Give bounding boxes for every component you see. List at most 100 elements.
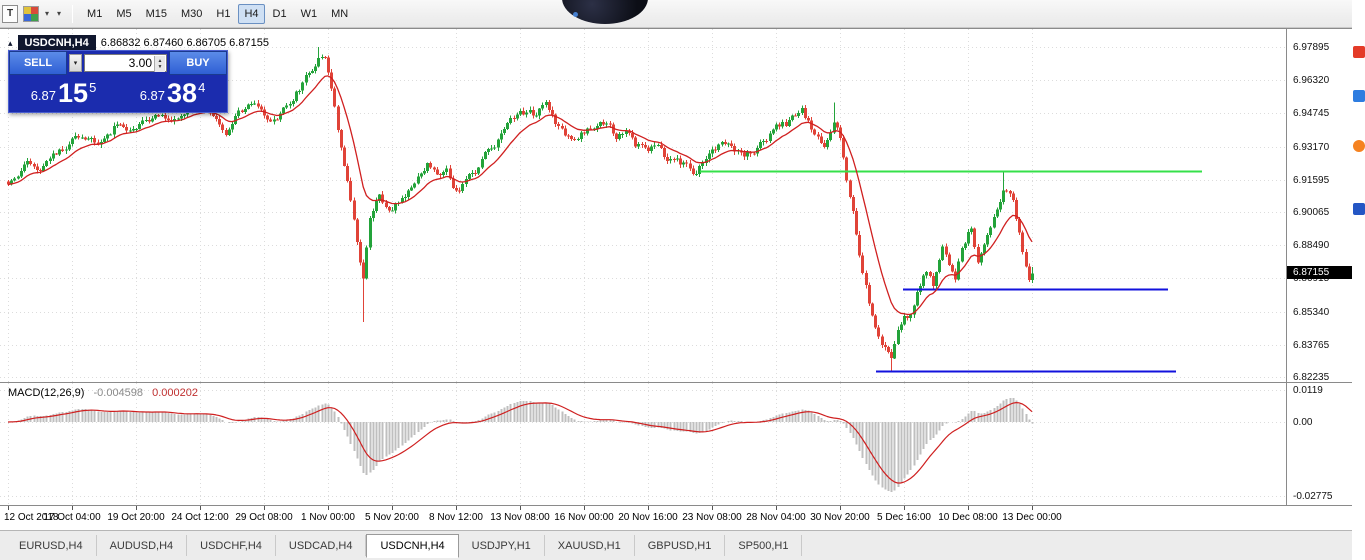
timeframe-button-m5[interactable]: M5 [116, 7, 132, 20]
time-axis-label: 12 Oct 2018 [4, 512, 59, 523]
desktop-icon-orange[interactable] [1353, 140, 1365, 152]
bid-prefix: 6.87 [30, 88, 57, 103]
chart-tab-gbpusd-h1[interactable]: GBPUSD,H1 [635, 535, 726, 556]
macd-axis-label: 0.00 [1293, 417, 1313, 428]
spinner-down-icon[interactable]: ▼ [157, 64, 163, 70]
time-axis-label: 29 Oct 08:00 [235, 512, 293, 523]
volume-input[interactable]: 3.00 ▲ ▼ [84, 54, 167, 72]
chart-tabs-bar: EURUSD,H4 AUDUSD,H4 USDCHF,H4 USDCAD,H4 USDC… [0, 530, 1352, 560]
price-chart-area[interactable]: ▴ USDCNH,H4 6.86832 6.87460 6.86705 6.87… [0, 29, 1286, 382]
desktop-icon-blue[interactable] [1353, 90, 1365, 102]
time-axis-label: 23 Nov 08:00 [682, 512, 742, 523]
timeframe-button-d1[interactable]: D1 [272, 7, 287, 20]
chart-tab-usdcnh-h4[interactable]: USDCNH,H4 [366, 533, 459, 558]
chart-tab-audusd-h4[interactable]: AUDUSD,H4 [97, 535, 188, 556]
price-axis-label: 6.90065 [1293, 207, 1330, 218]
price-axis-label: 6.88490 [1293, 240, 1330, 252]
macd-axis-label: -0.02775 [1293, 490, 1333, 502]
price-axis-label: 6.82235 [1293, 372, 1330, 383]
time-axis-label: 13 Dec 00:00 [1002, 512, 1062, 523]
candlestick-chart[interactable] [0, 29, 1286, 382]
time-axis-tick [968, 506, 969, 510]
price-axis-label: 6.91595 [1293, 174, 1330, 186]
time-axis-tick [264, 506, 265, 510]
ask-prefix: 6.87 [139, 88, 166, 103]
toolbar-separator [72, 4, 74, 23]
price-axis-separator [1286, 28, 1287, 505]
time-axis-tick [1032, 506, 1033, 510]
chart-tab-xauusd-h1[interactable]: XAUUSD,H1 [545, 535, 635, 556]
background-object-light [573, 12, 578, 17]
chart-symbol-label: ▴ USDCNH,H4 6.86832 6.87460 6.86705 6.87… [8, 35, 269, 51]
desktop-icon-red[interactable] [1353, 46, 1365, 58]
timeframe-button-mn[interactable]: MN [331, 7, 349, 20]
bid-pip-digit: 5 [89, 80, 97, 95]
time-axis-label: 1 Nov 00:00 [301, 512, 355, 523]
ask-pip-digit: 4 [198, 80, 206, 95]
chart-tab-usdchf-h4[interactable]: USDCHF,H4 [187, 535, 276, 556]
price-axis-label: 6.93170 [1293, 141, 1330, 153]
time-axis-tick [200, 506, 201, 510]
volume-dropdown-caret-icon[interactable]: ▾ [69, 54, 82, 72]
one-click-collapse-icon[interactable]: ▴ [8, 37, 13, 48]
time-axis-tick [712, 506, 713, 510]
bid-big-digits: 15 [58, 78, 89, 108]
time-axis-tick [840, 506, 841, 510]
indicator-separator[interactable] [0, 382, 1352, 383]
timeframe-button-m1[interactable]: M1 [87, 7, 103, 20]
macd-chart[interactable] [0, 383, 1286, 505]
price-axis-label: 6.83765 [1293, 339, 1330, 351]
timeframe-button-m30[interactable]: M30 [181, 7, 203, 20]
chart-colors-icon[interactable] [23, 5, 39, 22]
price-axis[interactable]: 6.87155 6.97895 6.96320 6.94745 6.93170 6.91… [1287, 28, 1352, 505]
volume-spinner[interactable]: ▲ ▼ [154, 56, 165, 72]
time-axis-tick [8, 506, 9, 510]
time-axis-tick [392, 506, 393, 510]
one-click-trading-panel: SELL ▾ 3.00 ▲ ▼ BUY 6.87 15 [8, 50, 228, 113]
template-icon[interactable] [2, 4, 18, 23]
desktop-edge [1352, 0, 1365, 560]
chevron-down-icon[interactable]: ▾ [57, 8, 62, 18]
buy-button[interactable]: BUY [169, 51, 227, 75]
time-axis-label: 24 Oct 12:00 [171, 512, 229, 523]
current-price-tag: 6.87155 [1287, 266, 1352, 280]
time-axis-tick [648, 506, 649, 510]
sell-button[interactable]: SELL [9, 51, 67, 75]
time-axis-separator [0, 505, 1352, 506]
time-axis-tick [904, 506, 905, 510]
time-axis-tick [456, 506, 457, 510]
desktop-icon-navy[interactable] [1353, 203, 1365, 215]
time-axis-label: 30 Nov 20:00 [810, 512, 870, 523]
macd-axis-label: 0.0119 [1293, 385, 1323, 397]
timeframe-button-h4[interactable]: H4 [238, 3, 265, 24]
macd-indicator-label: MACD(12,26,9) -0.004598 0.000202 [8, 387, 198, 399]
chart-tab-usdjpy-h1[interactable]: USDJPY,H1 [459, 535, 545, 556]
time-axis-label: 8 Nov 12:00 [429, 512, 483, 523]
price-axis-label: 6.96320 [1293, 75, 1330, 87]
time-axis-tick [328, 506, 329, 510]
ask-price[interactable]: 6.87 38 4 [118, 75, 227, 112]
chevron-down-icon[interactable]: ▾ [45, 8, 50, 18]
time-axis-label: 17 Oct 04:00 [43, 512, 101, 523]
chart-tab-sp500-h1[interactable]: SP500,H1 [725, 535, 803, 556]
macd-panel[interactable]: MACD(12,26,9) -0.004598 0.000202 [0, 383, 1286, 505]
volume-value: 3.00 [128, 56, 152, 70]
chart-tab-usdcad-h4[interactable]: USDCAD,H4 [276, 535, 367, 556]
time-axis-label: 10 Dec 08:00 [938, 512, 998, 523]
macd-main-value: -0.004598 [93, 387, 144, 399]
time-axis-tick [72, 506, 73, 510]
ask-big-digits: 38 [167, 78, 198, 108]
time-axis-label: 13 Nov 08:00 [490, 512, 550, 523]
timeframe-button-h1[interactable]: H1 [216, 7, 231, 20]
spinner-up-icon[interactable]: ▲ [157, 58, 163, 64]
price-axis-label: 6.85340 [1293, 306, 1330, 318]
time-axis-tick [776, 506, 777, 510]
bid-price[interactable]: 6.87 15 5 [9, 75, 118, 112]
time-axis-label: 16 Nov 00:00 [554, 512, 614, 523]
time-axis[interactable]: 12 Oct 2018 17 Oct 04:00 19 Oct 20:00 24 Oc… [0, 506, 1352, 530]
timeframe-button-m15[interactable]: M15 [145, 7, 167, 20]
timeframe-button-w1[interactable]: W1 [300, 7, 318, 20]
chart-tab-eurusd-h4[interactable]: EURUSD,H4 [6, 535, 97, 556]
chart-frame-top [0, 28, 1352, 29]
time-axis-label: 20 Nov 16:00 [618, 512, 678, 523]
